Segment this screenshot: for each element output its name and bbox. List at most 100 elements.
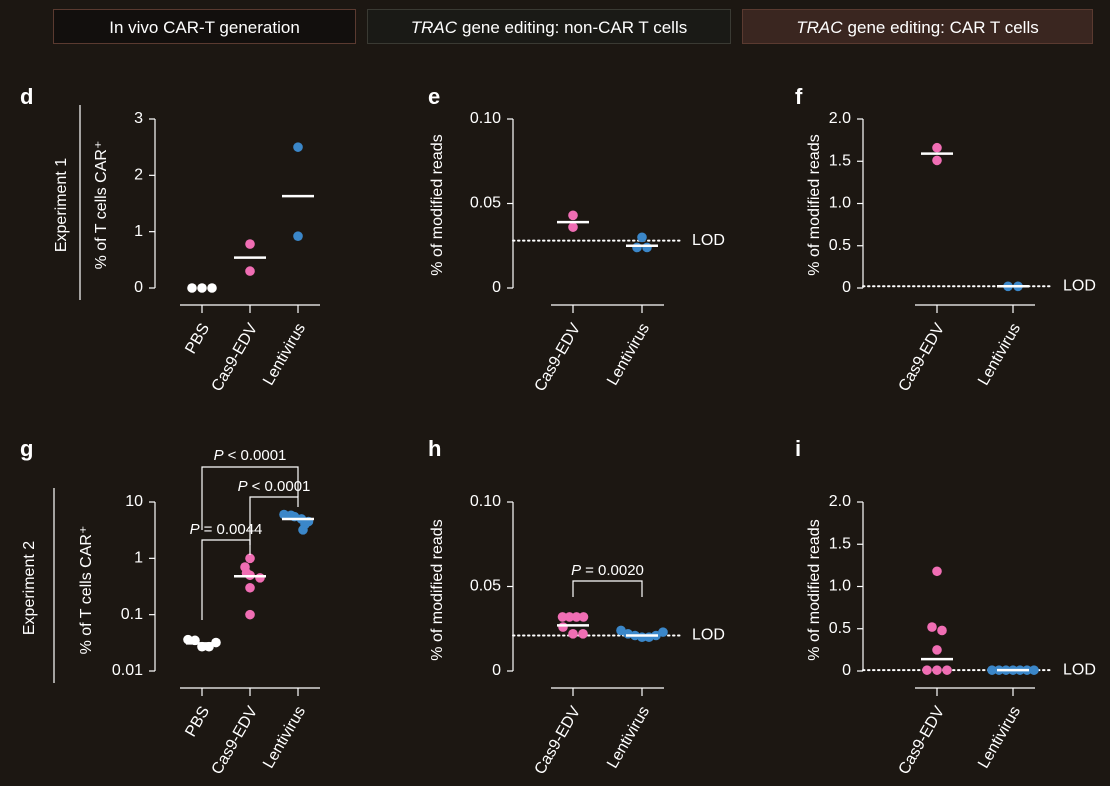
panel-letter: h bbox=[428, 436, 441, 461]
x-tick-label: Lentivirus bbox=[975, 321, 1024, 389]
y-axis-label: % of modified reads bbox=[806, 519, 823, 660]
panel-letter: f bbox=[795, 84, 803, 109]
data-point bbox=[187, 283, 197, 293]
y-tick-label: 0.01 bbox=[112, 662, 143, 679]
lod-label: LOD bbox=[1063, 661, 1096, 678]
y-tick-label: 2.0 bbox=[829, 493, 851, 510]
p-text: < 0.0001 bbox=[228, 447, 287, 464]
y-tick-label: 2 bbox=[134, 167, 143, 184]
header-italic: TRAC bbox=[796, 18, 843, 37]
data-point bbox=[578, 612, 589, 622]
data-point bbox=[632, 242, 642, 253]
y-tick-label: 0 bbox=[842, 279, 851, 296]
y-tick-label: 0.5 bbox=[829, 620, 851, 637]
x-tick-label: PBS bbox=[182, 704, 213, 740]
data-point bbox=[279, 509, 289, 520]
y-tick-label: 0.05 bbox=[470, 195, 501, 212]
panel-letter: i bbox=[795, 436, 801, 461]
y-tick-label: 0 bbox=[842, 662, 851, 679]
x-tick-label: Lentivirus bbox=[260, 704, 309, 772]
data-point bbox=[658, 627, 668, 637]
row-label: Experiment 1 bbox=[53, 158, 70, 252]
data-point bbox=[932, 142, 942, 153]
header-text: gene editing: non-CAR T cells bbox=[462, 18, 688, 37]
y-tick-label: 1 bbox=[134, 550, 143, 567]
data-point bbox=[255, 573, 265, 583]
x-tick-label: Cas9-EDV bbox=[896, 320, 949, 394]
y-axis-label: % of modified reads bbox=[806, 134, 823, 275]
significance-bracket bbox=[572, 580, 643, 597]
data-point bbox=[183, 634, 193, 645]
header: TRAC gene editing: non-CAR T cells bbox=[367, 9, 731, 44]
p-text: = 0.0044 bbox=[204, 521, 263, 538]
data-point bbox=[568, 210, 578, 221]
x-tick-label: Lentivirus bbox=[260, 321, 309, 389]
y-tick-label: 1.0 bbox=[829, 578, 851, 595]
data-point bbox=[987, 665, 997, 675]
significance-bracket bbox=[249, 496, 299, 545]
data-point bbox=[245, 239, 255, 249]
x-tick-label: Lentivirus bbox=[975, 704, 1024, 772]
data-point bbox=[932, 155, 942, 166]
x-tick-label: Cas9-EDV bbox=[896, 703, 949, 777]
p-value: P < 0.0001 bbox=[214, 447, 287, 464]
data-point bbox=[1029, 665, 1039, 675]
data-point bbox=[245, 553, 255, 564]
p-text: < 0.0001 bbox=[252, 478, 311, 495]
header-text: gene editing: CAR T cells bbox=[847, 18, 1039, 37]
panel-letter: g bbox=[20, 436, 33, 461]
y-tick-label: 1.5 bbox=[829, 152, 851, 169]
panel-letter: e bbox=[428, 84, 440, 109]
p-symbol: P bbox=[571, 562, 581, 579]
data-point bbox=[568, 629, 578, 639]
p-value: P < 0.0001 bbox=[238, 478, 311, 495]
y-tick-label: 10 bbox=[125, 493, 143, 510]
y-axis-label: % of T cells CAR⁺ bbox=[78, 526, 95, 655]
data-point bbox=[245, 609, 255, 620]
x-tick-label: Cas9-EDV bbox=[532, 320, 585, 394]
y-tick-label: 1.5 bbox=[829, 535, 851, 552]
y-tick-label: 0 bbox=[492, 279, 501, 296]
data-point bbox=[942, 665, 952, 675]
header: In vivo CAR-T generation bbox=[53, 9, 356, 44]
data-point bbox=[564, 612, 575, 622]
x-tick-label: Cas9-EDV bbox=[532, 703, 585, 777]
significance-bracket bbox=[201, 539, 251, 620]
data-point bbox=[197, 283, 207, 293]
y-tick-label: 0.05 bbox=[470, 578, 501, 595]
y-tick-label: 1 bbox=[134, 223, 143, 240]
y-tick-label: 0.5 bbox=[829, 237, 851, 254]
p-value: P = 0.0044 bbox=[190, 521, 263, 538]
data-point bbox=[937, 625, 947, 636]
lod-label: LOD bbox=[1063, 278, 1096, 295]
data-point bbox=[568, 222, 578, 232]
y-tick-label: 1.0 bbox=[829, 195, 851, 212]
header-italic: TRAC bbox=[410, 18, 458, 37]
x-tick-label: Cas9-EDV bbox=[209, 703, 262, 777]
data-point bbox=[932, 566, 942, 577]
y-axis-label: % of T cells CAR⁺ bbox=[93, 141, 110, 270]
header-text: In vivo CAR-T generation bbox=[109, 18, 300, 37]
data-point bbox=[932, 645, 942, 655]
y-tick-label: 3 bbox=[134, 110, 143, 127]
y-tick-label: 0 bbox=[134, 279, 143, 296]
x-tick-label: Lentivirus bbox=[604, 704, 653, 772]
y-tick-label: 2.0 bbox=[829, 110, 851, 127]
p-value: P = 0.0020 bbox=[571, 562, 644, 579]
y-tick-label: 0.1 bbox=[121, 606, 143, 623]
y-axis-label: % of modified reads bbox=[429, 519, 446, 660]
data-point bbox=[245, 266, 255, 276]
x-tick-label: Lentivirus bbox=[604, 321, 653, 389]
y-tick-label: 0 bbox=[492, 662, 501, 679]
data-point bbox=[578, 629, 588, 639]
data-point bbox=[922, 665, 932, 675]
x-tick-label: PBS bbox=[182, 321, 213, 357]
header: TRAC gene editing: CAR T cells bbox=[742, 9, 1093, 44]
x-tick-label: Cas9-EDV bbox=[209, 320, 262, 394]
data-point bbox=[245, 582, 255, 593]
data-point bbox=[637, 232, 647, 243]
data-point bbox=[557, 612, 568, 622]
p-symbol: P bbox=[190, 521, 200, 538]
p-text: = 0.0020 bbox=[585, 562, 644, 579]
